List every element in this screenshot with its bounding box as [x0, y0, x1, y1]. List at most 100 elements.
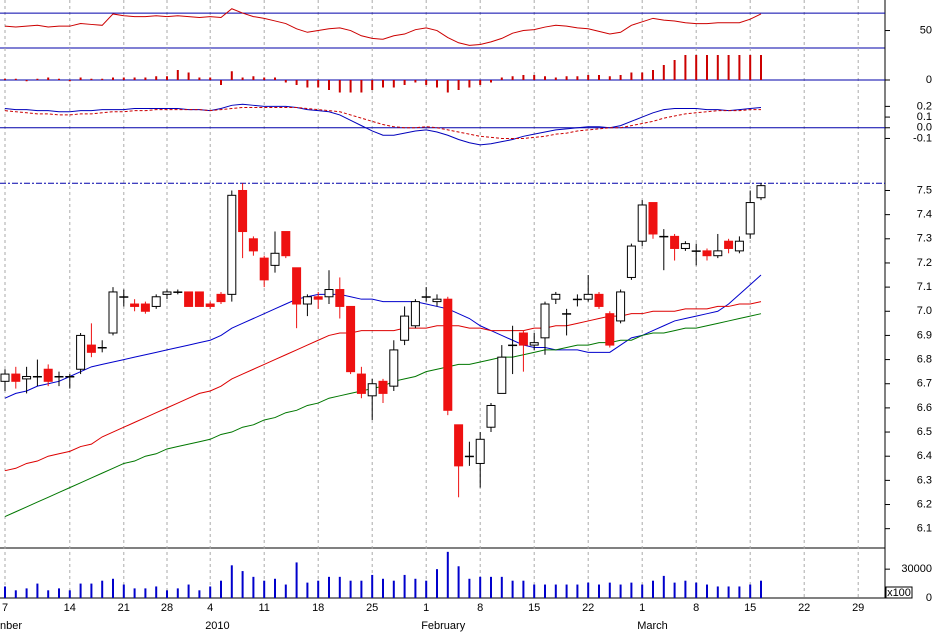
bar	[155, 586, 158, 598]
x-tick-label: 15	[528, 602, 540, 614]
x-tick-label: 21	[118, 602, 130, 614]
bar	[662, 65, 665, 80]
bar	[338, 576, 341, 598]
bar	[317, 580, 320, 598]
y-tick-label: 6.2	[917, 498, 932, 510]
candle-body	[0, 373, 10, 382]
bar	[230, 565, 233, 598]
y-tick-label: 0.1	[917, 111, 932, 123]
bar	[58, 78, 60, 80]
bar	[101, 580, 104, 598]
bar	[90, 583, 93, 598]
bar	[576, 584, 579, 598]
bar	[58, 588, 60, 598]
candle-body	[421, 296, 431, 298]
bar	[673, 582, 676, 598]
x-tick-label: 25	[366, 602, 378, 614]
bar	[198, 77, 201, 80]
candle-body	[54, 375, 64, 378]
x-tick-label: 14	[64, 602, 76, 614]
candle-body	[86, 344, 96, 353]
bar	[220, 80, 222, 85]
x-tick-label: 8	[477, 602, 483, 614]
y-tick-label: 7.5	[917, 184, 932, 196]
bar	[446, 551, 449, 598]
candle-body	[670, 235, 680, 249]
bar	[392, 580, 395, 598]
candle-body	[65, 375, 75, 378]
bar	[252, 76, 255, 80]
candle-body	[162, 291, 172, 295]
bar	[349, 580, 352, 598]
bar	[544, 76, 546, 80]
month-label: nber	[0, 620, 22, 632]
y-tick-label: 6.9	[917, 329, 932, 341]
y-tick-label: 6.6	[917, 402, 932, 414]
candle-body	[130, 303, 140, 307]
candle-body	[389, 349, 399, 387]
candle-body	[605, 313, 615, 346]
candle-body	[335, 289, 345, 307]
x-tick-label: 4	[207, 602, 213, 614]
candle-body	[626, 245, 636, 278]
y-tick-label: 7.0	[917, 305, 932, 317]
candle-body	[194, 291, 204, 307]
bar	[749, 584, 752, 598]
x-tick-label: 22	[798, 602, 810, 614]
candle-body	[659, 235, 669, 238]
bar	[133, 77, 136, 80]
bar	[382, 80, 384, 88]
y-tick-label: 0.2	[917, 100, 932, 112]
candle-body	[119, 296, 129, 298]
candle-body	[184, 291, 194, 307]
bar	[630, 72, 633, 80]
candle-body	[324, 289, 334, 298]
bar	[457, 566, 460, 598]
y-tick-label: 30000	[901, 563, 932, 575]
candle-body	[400, 315, 410, 341]
candle-body	[216, 293, 226, 303]
bar	[274, 77, 276, 80]
bar	[490, 80, 492, 83]
candle-body	[508, 344, 518, 347]
y-tick-label: 7.3	[917, 233, 932, 245]
x-tick-label: 18	[312, 602, 324, 614]
bar	[274, 578, 276, 598]
bar	[436, 569, 438, 598]
bar	[90, 78, 93, 80]
bar	[598, 75, 600, 80]
candle-body	[76, 334, 86, 370]
bar	[166, 76, 168, 80]
bar	[500, 576, 503, 598]
bar	[47, 590, 50, 598]
bar	[565, 76, 568, 80]
bar	[727, 55, 730, 80]
bar	[684, 55, 687, 80]
x-tick-label: 29	[852, 602, 864, 614]
bar	[587, 582, 590, 598]
candle-body	[680, 243, 690, 249]
bar	[673, 60, 676, 80]
month-label: March	[637, 620, 668, 632]
y-tick-label: 6.7	[917, 378, 932, 390]
bar	[176, 588, 179, 598]
bar	[382, 578, 384, 598]
bar	[371, 574, 374, 598]
bar	[317, 80, 320, 88]
candle-body	[140, 303, 150, 312]
unit-label: x100	[887, 587, 911, 599]
bar	[36, 583, 39, 598]
candle-body	[486, 404, 496, 428]
bar	[716, 55, 719, 80]
candle-body	[270, 252, 280, 266]
candle-body	[259, 257, 269, 281]
bar	[695, 582, 698, 598]
bar	[414, 80, 417, 83]
bar	[403, 574, 406, 598]
bar	[14, 78, 17, 80]
candle-body	[238, 189, 248, 233]
bar	[760, 55, 762, 80]
bar	[144, 77, 147, 80]
